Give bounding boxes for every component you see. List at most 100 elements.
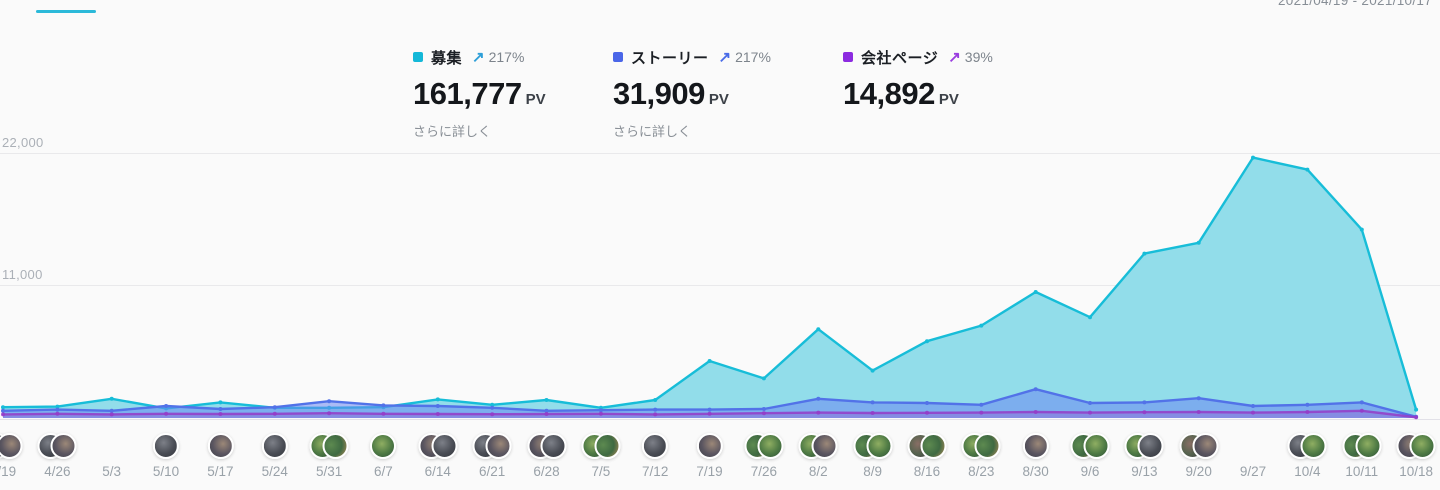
x-axis-label: 8/23 bbox=[968, 464, 995, 479]
x-tick-10-4: 10/4 bbox=[1287, 433, 1327, 479]
date-range-label[interactable]: 2021/04/19 - 2021/10/17 bbox=[1277, 0, 1432, 8]
avatar[interactable] bbox=[974, 433, 1001, 459]
avatar[interactable] bbox=[1355, 433, 1382, 459]
avatar[interactable] bbox=[0, 433, 23, 459]
chart-svg bbox=[1, 155, 1419, 420]
avatar[interactable] bbox=[1083, 433, 1110, 459]
y-axis-tick-11000: 11,000 bbox=[2, 267, 43, 282]
x-tick-6-21: 6/21 bbox=[472, 433, 512, 479]
pv-value: 14,892 bbox=[843, 76, 935, 111]
x-tick-8-2: 8/2 bbox=[798, 433, 838, 479]
change-percent: 217% bbox=[488, 49, 525, 65]
avatar[interactable] bbox=[1022, 433, 1049, 459]
avatar[interactable] bbox=[485, 433, 512, 459]
x-axis-label: 10/18 bbox=[1399, 464, 1433, 479]
avatar[interactable] bbox=[1192, 433, 1219, 459]
x-tick-7-19: 7/19 bbox=[696, 433, 723, 479]
avatar[interactable] bbox=[431, 433, 458, 459]
x-axis-label: 7/12 bbox=[642, 464, 669, 479]
x-axis-label: 6/28 bbox=[533, 464, 560, 479]
avatar[interactable] bbox=[1137, 433, 1164, 459]
x-tick-8-9: 8/9 bbox=[853, 433, 893, 479]
x-tick-9-27: 9/27 bbox=[1240, 433, 1266, 479]
avatar-group bbox=[1179, 433, 1219, 460]
avatar-group bbox=[1240, 433, 1266, 460]
x-axis-label: 7/5 bbox=[591, 464, 611, 479]
avatar-group bbox=[961, 433, 1001, 460]
x-tick-4-19: 4/19 bbox=[0, 433, 23, 479]
x-axis-baseline bbox=[0, 419, 1440, 420]
x-tick-5-31: 5/31 bbox=[309, 433, 349, 479]
x-axis-label: 9/27 bbox=[1239, 464, 1267, 479]
legend-item-bosyu: 募集 ↗ 217% bbox=[413, 48, 613, 67]
x-tick-7-12: 7/12 bbox=[642, 433, 668, 479]
avatar-group bbox=[153, 433, 180, 460]
x-axis-label: 8/16 bbox=[913, 464, 941, 479]
avatar[interactable] bbox=[1300, 433, 1327, 459]
avatar[interactable] bbox=[50, 433, 77, 459]
avatar-group bbox=[309, 433, 349, 460]
x-axis-label: 6/21 bbox=[479, 464, 506, 479]
avatar[interactable] bbox=[642, 433, 669, 459]
avatar[interactable] bbox=[594, 433, 621, 459]
avatar-group bbox=[1287, 433, 1327, 460]
stat-value-line: 161,777 PV bbox=[413, 76, 613, 112]
x-tick-5-17: 5/17 bbox=[207, 433, 234, 479]
avatar[interactable] bbox=[370, 433, 397, 459]
trend-up-arrow-icon: ↗ bbox=[948, 49, 961, 66]
avatar-group bbox=[1342, 433, 1382, 460]
avatar[interactable] bbox=[920, 433, 947, 459]
x-tick-6-28: 6/28 bbox=[527, 433, 566, 479]
x-axis-label: 8/2 bbox=[808, 464, 828, 479]
x-tick-7-5: 7/5 bbox=[581, 433, 621, 479]
avatar[interactable] bbox=[1409, 433, 1436, 459]
x-tick-6-7: 6/7 bbox=[370, 433, 397, 479]
avatar-group bbox=[0, 433, 23, 460]
avatar[interactable] bbox=[866, 433, 893, 459]
avatar-group bbox=[798, 433, 838, 460]
x-axis-label: 10/11 bbox=[1345, 464, 1379, 479]
avatar[interactable] bbox=[540, 433, 566, 459]
trend-up-arrow-icon: ↗ bbox=[472, 49, 485, 66]
x-axis-label: 10/4 bbox=[1294, 464, 1321, 479]
legend-item-company-page: 会社ページ ↗ 39% bbox=[843, 48, 1043, 67]
avatar-group bbox=[1124, 433, 1164, 460]
x-tick-7-26: 7/26 bbox=[744, 433, 784, 479]
stat-block-bosyu: 募集 ↗ 217% 161,777 PV さらに詳しく bbox=[413, 48, 613, 140]
x-tick-10-11: 10/11 bbox=[1342, 433, 1382, 479]
avatar[interactable] bbox=[322, 433, 349, 459]
x-axis-label: 7/26 bbox=[750, 464, 778, 479]
stat-block-story: ストーリー ↗ 217% 31,909 PV さらに詳しく bbox=[613, 48, 813, 140]
x-axis-label: 8/30 bbox=[1022, 464, 1049, 479]
x-axis-label: 5/10 bbox=[152, 464, 180, 479]
x-axis-label: 5/24 bbox=[261, 464, 288, 479]
x-axis-label: 6/14 bbox=[424, 464, 451, 479]
more-details-link[interactable]: さらに詳しく bbox=[613, 124, 692, 139]
avatar-group bbox=[37, 433, 77, 460]
x-axis-label: 5/31 bbox=[315, 464, 343, 479]
x-axis-label: 5/3 bbox=[102, 464, 122, 479]
avatar-group bbox=[370, 433, 397, 460]
avatar[interactable] bbox=[811, 433, 838, 459]
avatar[interactable] bbox=[696, 433, 723, 459]
pv-unit: PV bbox=[708, 91, 729, 108]
series-label: 募集 bbox=[431, 49, 463, 67]
x-axis-label: 6/7 bbox=[374, 464, 393, 479]
pv-unit: PV bbox=[525, 91, 546, 108]
gridline-11000 bbox=[0, 285, 1440, 286]
x-tick-4-26: 4/26 bbox=[37, 433, 77, 479]
x-axis-label: 8/9 bbox=[863, 464, 882, 479]
avatar[interactable] bbox=[153, 433, 180, 459]
avatar-group bbox=[207, 433, 234, 460]
avatar[interactable] bbox=[757, 433, 784, 459]
avatar[interactable] bbox=[261, 433, 288, 459]
avatar-group bbox=[261, 433, 288, 460]
avatar-group bbox=[853, 433, 893, 460]
x-tick-9-20: 9/20 bbox=[1179, 433, 1219, 479]
more-details-link[interactable]: さらに詳しく bbox=[413, 124, 492, 139]
active-tab-indicator[interactable] bbox=[36, 10, 96, 13]
change-percent: 217% bbox=[735, 49, 771, 65]
avatar[interactable] bbox=[207, 433, 234, 459]
avatar-group bbox=[527, 433, 566, 460]
